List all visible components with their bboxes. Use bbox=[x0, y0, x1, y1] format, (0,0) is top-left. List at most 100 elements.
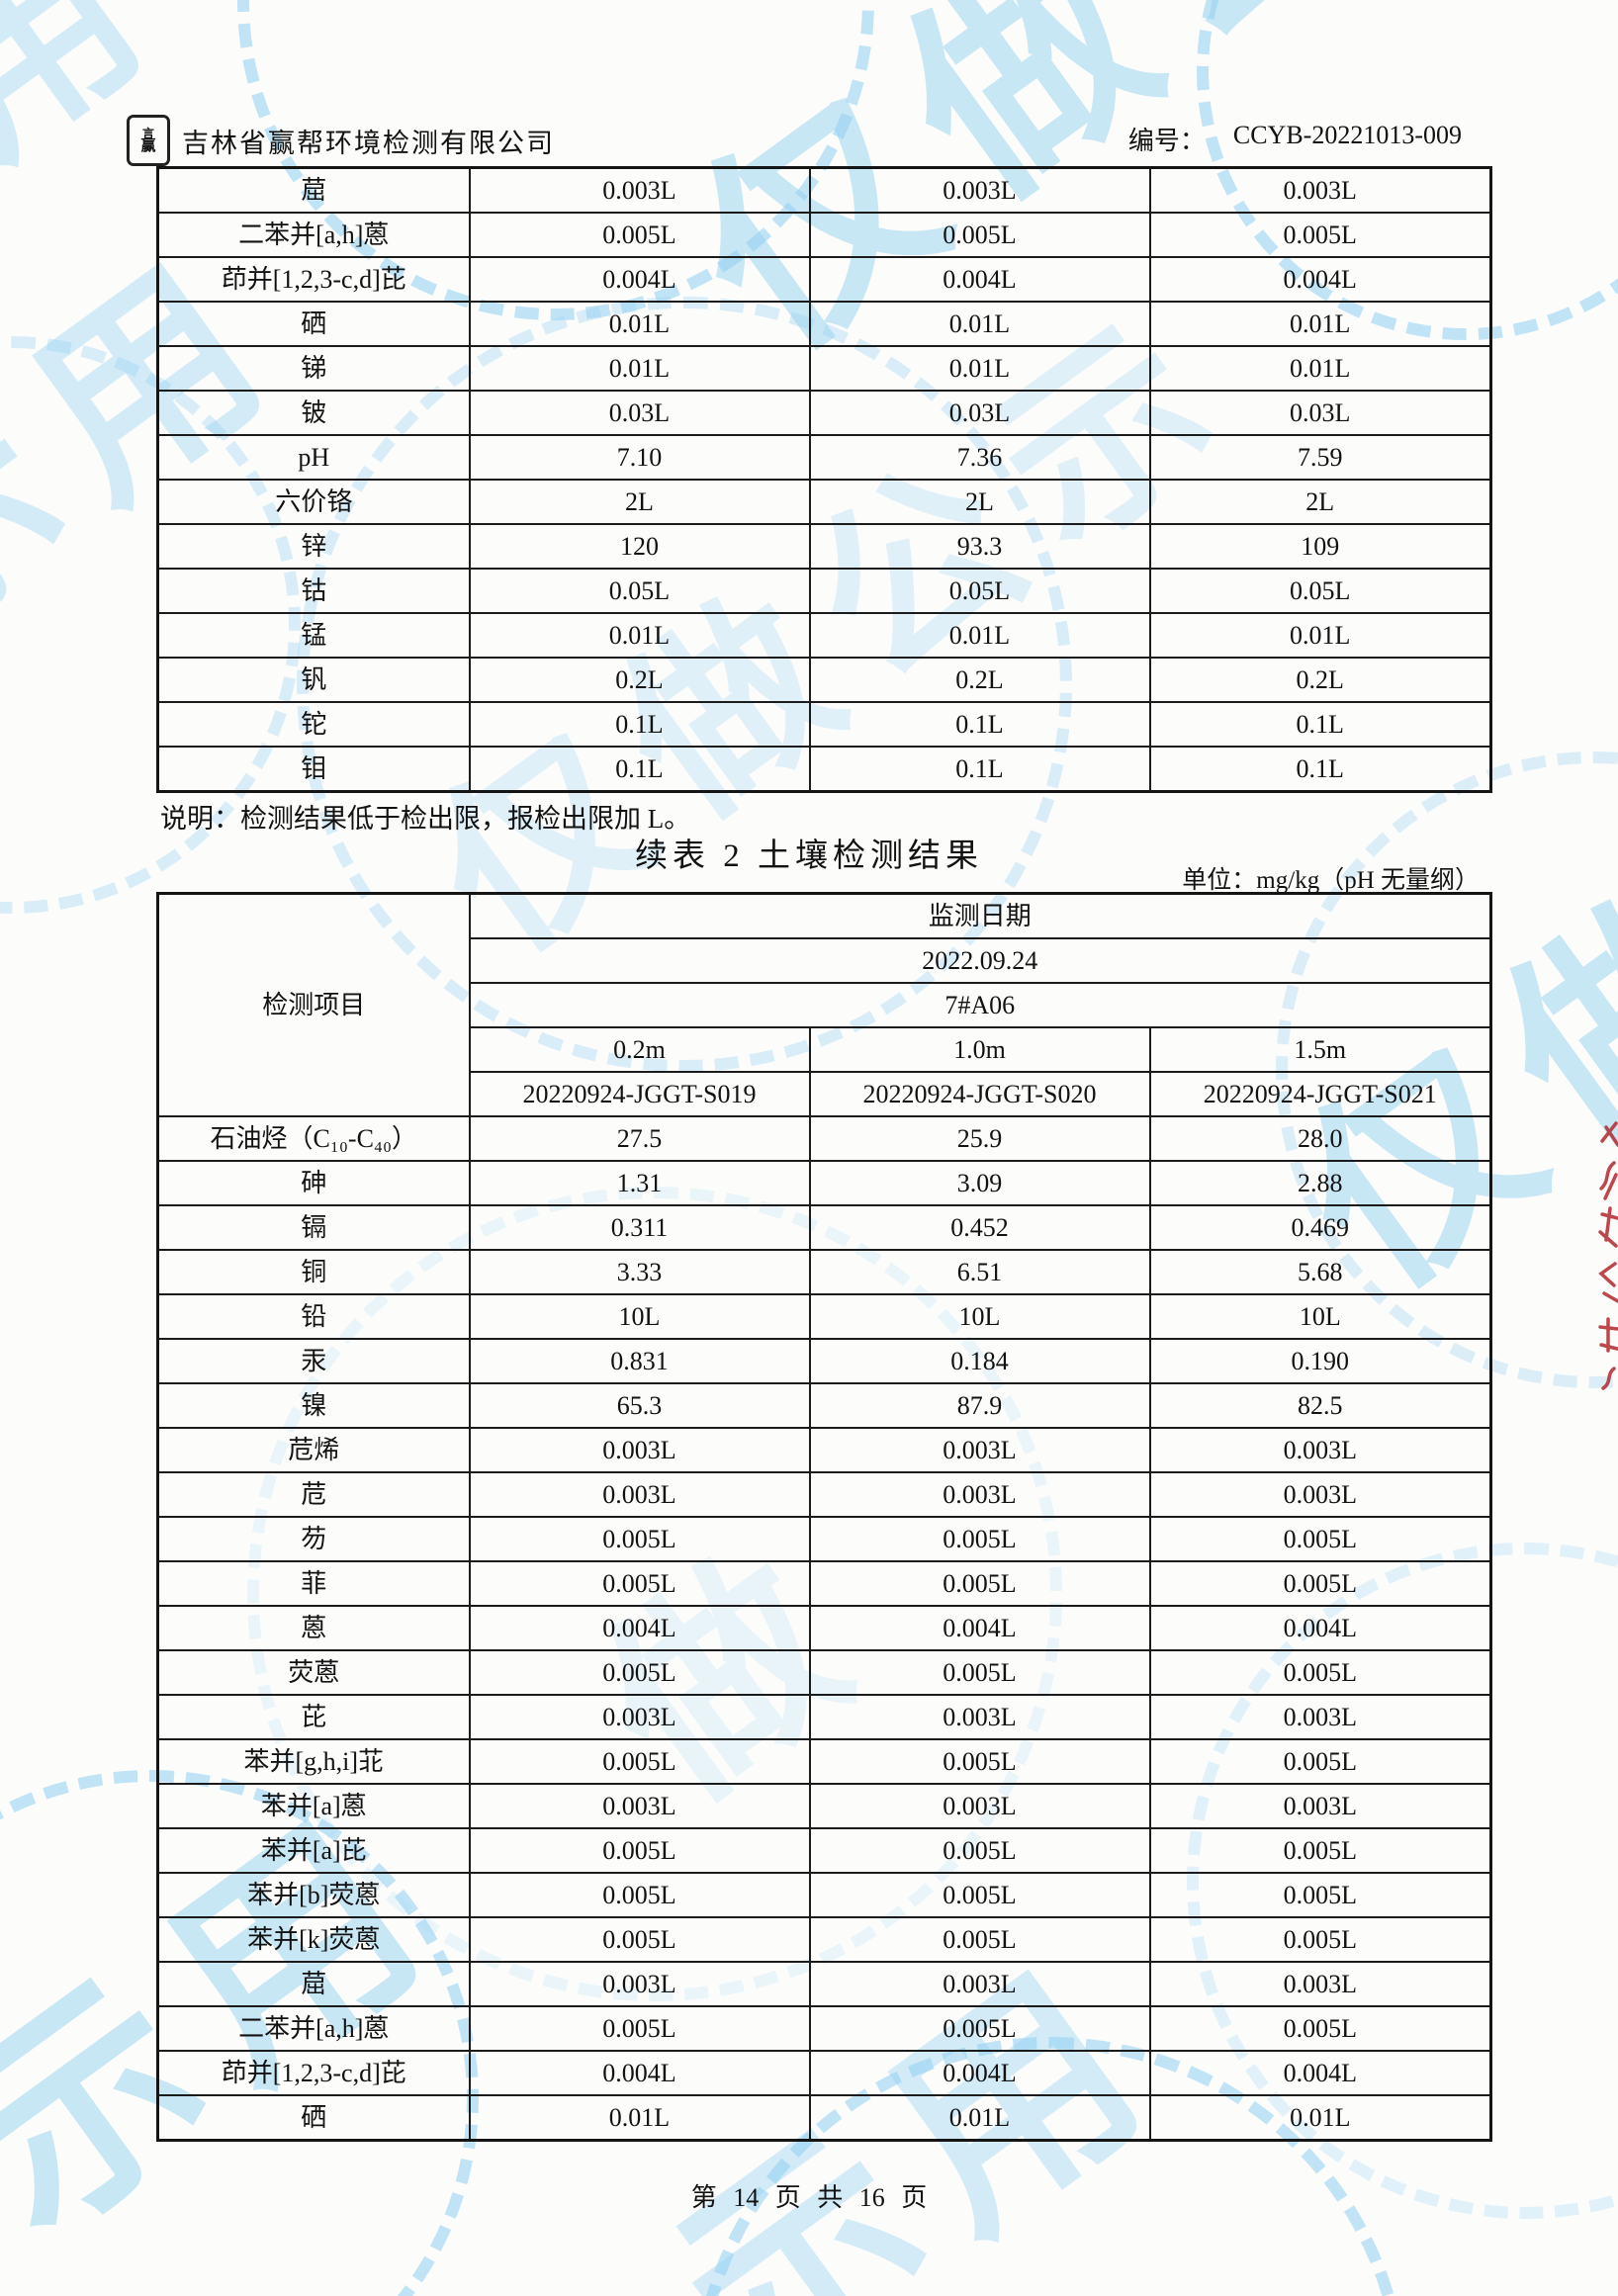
table-row: 芘 0.003L 0.003L 0.003L bbox=[156, 1694, 1492, 1740]
result-value: 0.184 bbox=[808, 1338, 1151, 1384]
header-row: 20220924-JGGT-S019 20220924-JGGT-S020 20… bbox=[158, 1071, 1492, 1117]
result-value: 2L bbox=[808, 479, 1151, 525]
result-value: 5.68 bbox=[1148, 1249, 1492, 1295]
result-value: 0.003L bbox=[468, 1783, 811, 1829]
result-value: 0.1L bbox=[1148, 701, 1492, 748]
result-value: 28.0 bbox=[1148, 1115, 1492, 1162]
result-value: 0.005L bbox=[1148, 1872, 1492, 1918]
result-value: 0.01L bbox=[808, 345, 1151, 392]
analyte-name: 钼 bbox=[156, 746, 471, 793]
analyte-name: 苊 bbox=[156, 1471, 471, 1518]
result-value: 6.51 bbox=[808, 1249, 1151, 1295]
result-value: 0.004L bbox=[468, 1605, 811, 1651]
doc-number-label: 编号： bbox=[1127, 127, 1206, 155]
table-row: 石油烃（C₁₀-C₄₀） 27.5 25.9 28.0 bbox=[156, 1115, 1492, 1162]
result-value: 2L bbox=[1148, 479, 1492, 525]
table2-title: 续表 2 土壤检测结果 bbox=[635, 839, 983, 874]
result-value: 0.05L bbox=[1148, 568, 1492, 614]
analyte-name: 石油烃（C₁₀-C₄₀） bbox=[156, 1115, 471, 1162]
table-row: 茚并[1,2,3-c,d]芘 0.004L 0.004L 0.004L bbox=[156, 256, 1492, 303]
result-value: 0.2L bbox=[808, 657, 1151, 703]
table-row: 六价铬 2L 2L 2L bbox=[156, 479, 1492, 525]
result-value: 87.9 bbox=[808, 1382, 1151, 1429]
result-value: 7.10 bbox=[468, 434, 811, 481]
result-value: 0.005L bbox=[1148, 1649, 1492, 1696]
result-value: 0.004L bbox=[1148, 256, 1492, 303]
table-row: 茚并[1,2,3-c,d]芘 0.004L 0.004L 0.004L bbox=[156, 2050, 1492, 2096]
result-value: 7.36 bbox=[808, 434, 1151, 481]
result-value: 0.01L bbox=[1148, 612, 1492, 659]
result-value: 0.01L bbox=[808, 612, 1151, 659]
logo-main-char: 赢 bbox=[140, 137, 156, 154]
table-row: 铅 10L 10L 10L bbox=[156, 1293, 1492, 1340]
result-value: 0.005L bbox=[808, 1827, 1151, 1874]
result-value: 0.469 bbox=[1148, 1204, 1492, 1251]
result-value: 0.004L bbox=[1148, 2050, 1492, 2096]
result-value: 3.09 bbox=[808, 1160, 1151, 1206]
doc-number-block: 编号： CCYB-20221013-009 bbox=[1128, 121, 1462, 157]
analyte-name: 锰 bbox=[156, 612, 471, 659]
page-header: 言 赢 吉林省赢帮环境检测有限公司 编号： CCYB-20221013-009 bbox=[127, 115, 1462, 166]
table-row: 铜 3.33 6.51 5.68 bbox=[156, 1249, 1492, 1295]
result-value: 0.01L bbox=[468, 345, 811, 392]
result-value: 0.003L bbox=[468, 1471, 811, 1518]
result-value: 0.1L bbox=[468, 701, 811, 748]
result-value: 0.005L bbox=[468, 1872, 811, 1918]
result-value: 0.004L bbox=[468, 256, 811, 303]
result-value: 0.005L bbox=[808, 1872, 1151, 1918]
company-logo-icon: 言 赢 bbox=[127, 115, 170, 166]
table-row: 镉 0.311 0.452 0.469 bbox=[156, 1204, 1492, 1251]
analyte-name: 䓛 bbox=[156, 1961, 471, 2007]
header-row: 2022.09.24 bbox=[158, 937, 1492, 984]
analyte-name: 锑 bbox=[156, 345, 471, 392]
table-row: 锌 120 93.3 109 bbox=[156, 523, 1492, 570]
result-value: 0.03L bbox=[1148, 390, 1492, 436]
table-row: 芴 0.005L 0.005L 0.005L bbox=[156, 1516, 1492, 1562]
table-row: 苯并[a]芘 0.005L 0.005L 0.005L bbox=[156, 1827, 1492, 1874]
result-value: 0.003L bbox=[1148, 1694, 1492, 1740]
analyte-name: 苯并[g,h,i]苝 bbox=[156, 1738, 471, 1785]
result-value: 0.01L bbox=[808, 2094, 1151, 2142]
analyte-name: 苯并[b]荧蒽 bbox=[156, 1872, 471, 1918]
result-value: 0.311 bbox=[468, 1204, 811, 1251]
result-value: 82.5 bbox=[1148, 1382, 1492, 1429]
table-row: 菲 0.005L 0.005L 0.005L bbox=[156, 1560, 1492, 1607]
result-value: 2.88 bbox=[1148, 1160, 1492, 1206]
table-row: 硒 0.01L 0.01L 0.01L bbox=[156, 2094, 1492, 2142]
table-row: 䓛 0.003L 0.003L 0.003L bbox=[156, 1961, 1492, 2007]
result-value: 0.2L bbox=[468, 657, 811, 703]
result-value: 0.452 bbox=[808, 1204, 1151, 1251]
result-value: 0.2L bbox=[1148, 657, 1492, 703]
analyte-name: pH bbox=[156, 434, 471, 481]
page-number: 第 14 页 共 16 页 bbox=[690, 2183, 928, 2212]
result-value: 0.05L bbox=[468, 568, 811, 614]
result-value: 0.005L bbox=[468, 1738, 811, 1785]
table-row: 汞 0.831 0.184 0.190 bbox=[156, 1338, 1492, 1384]
result-value: 0.005L bbox=[1148, 2005, 1492, 2052]
result-value: 10L bbox=[468, 1293, 811, 1340]
unit-label: 单位：mg/kg（pH 无量纲） bbox=[1182, 867, 1480, 894]
depth-header: 1.5m bbox=[1148, 1026, 1492, 1073]
result-value: 0.01L bbox=[1148, 2094, 1492, 2142]
result-value: 25.9 bbox=[808, 1115, 1151, 1162]
result-value: 0.004L bbox=[808, 1605, 1151, 1651]
result-value: 0.004L bbox=[1148, 1605, 1492, 1651]
analyte-name: 芴 bbox=[156, 1516, 471, 1562]
result-value: 0.003L bbox=[1148, 166, 1492, 214]
result-value: 3.33 bbox=[468, 1249, 811, 1295]
table-row: 锑 0.01L 0.01L 0.01L bbox=[156, 345, 1492, 392]
sample-id: 20220924-JGGT-S021 bbox=[1148, 1071, 1492, 1117]
table-row: 苯并[k]荧蒽 0.005L 0.005L 0.005L bbox=[156, 1916, 1492, 1963]
sample-id: 20220924-JGGT-S019 bbox=[468, 1071, 811, 1117]
header-row: 检测项目 监测日期 bbox=[156, 892, 1492, 1117]
result-value: 0.005L bbox=[1148, 1827, 1492, 1874]
detection-limit-note: 说明：检测结果低于检出限，报检出限加 L。 bbox=[160, 804, 691, 834]
table-row: 荧蒽 0.005L 0.005L 0.005L bbox=[156, 1649, 1492, 1696]
result-value: 1.31 bbox=[468, 1160, 811, 1206]
result-value: 0.01L bbox=[1148, 345, 1492, 392]
analyte-name: 苯并[a]蒽 bbox=[156, 1783, 471, 1829]
analyte-name: 蒽 bbox=[156, 1605, 471, 1651]
result-value: 0.003L bbox=[1148, 1427, 1492, 1473]
result-value: 10L bbox=[808, 1293, 1151, 1340]
